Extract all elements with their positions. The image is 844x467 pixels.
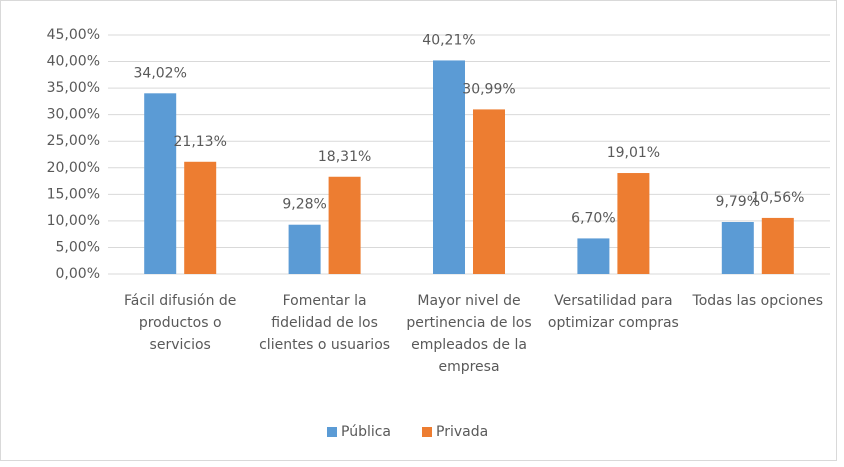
bar	[473, 109, 505, 275]
y-tick-label: 45,00%	[47, 27, 100, 43]
data-label: 6,70%	[571, 210, 615, 226]
data-label: 18,31%	[318, 149, 371, 165]
bar	[617, 173, 650, 274]
data-label: 9,79%	[716, 194, 760, 210]
data-label: 19,01%	[607, 145, 660, 161]
bar	[433, 60, 465, 275]
data-label: 21,13%	[174, 134, 227, 150]
y-tick-label: 5,00%	[56, 239, 100, 255]
legend-swatch	[422, 427, 432, 437]
bar	[721, 222, 754, 274]
y-tick-label: 40,00%	[47, 54, 100, 70]
x-tick-label: Versatilidad para optimizar compras	[547, 293, 679, 331]
x-tick-label: Todas las opciones	[692, 293, 824, 309]
bar	[184, 161, 217, 274]
data-label: 34,02%	[134, 65, 187, 81]
y-tick-label: 25,00%	[47, 133, 100, 149]
x-tick-label: Mayor nivel de pertinencia de los emplea…	[406, 293, 532, 375]
bar	[577, 238, 610, 274]
y-tick-label: 35,00%	[47, 80, 100, 96]
y-tick-label: 0,00%	[56, 266, 100, 282]
y-tick-label: 15,00%	[47, 186, 100, 202]
legend-swatch	[327, 427, 337, 437]
data-label: 40,21%	[422, 32, 475, 48]
x-tick-label: Fomentar la fidelidad de los clientes o …	[259, 293, 391, 353]
bar	[288, 224, 321, 274]
bar	[328, 176, 361, 274]
data-label: 30,99%	[462, 81, 515, 97]
y-tick-label: 10,00%	[47, 213, 100, 229]
bar	[761, 217, 794, 274]
data-label: 9,28%	[282, 197, 326, 213]
chart-border	[0, 0, 837, 461]
y-tick-label: 30,00%	[47, 107, 100, 123]
legend-label: Pública	[341, 424, 391, 440]
bar	[144, 93, 177, 274]
x-tick-label: Fácil difusión de productos o servicios	[123, 293, 237, 353]
data-label: 10,56%	[751, 190, 804, 206]
y-tick-label: 20,00%	[47, 160, 100, 176]
legend-label: Privada	[436, 424, 488, 440]
